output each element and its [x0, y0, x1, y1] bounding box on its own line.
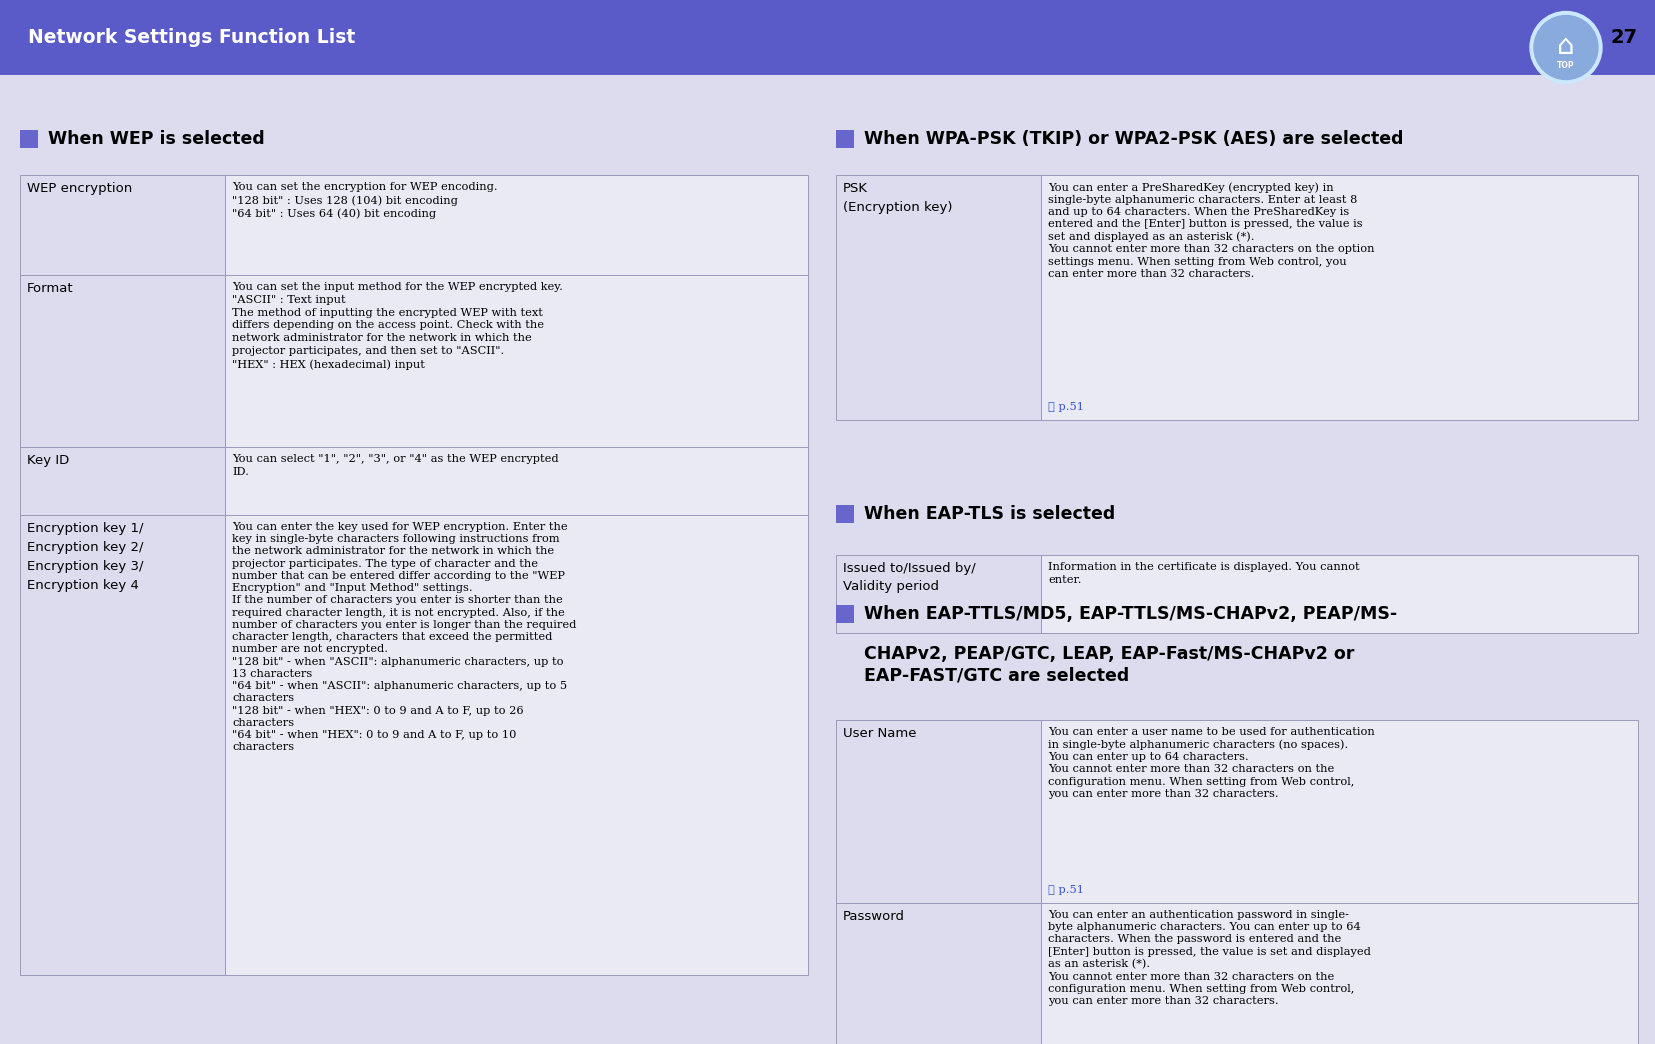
Text: Password: Password: [842, 910, 904, 923]
FancyBboxPatch shape: [1041, 903, 1637, 1044]
Text: You can enter an authentication password in single-
byte alphanumeric characters: You can enter an authentication password…: [1048, 910, 1370, 1006]
Text: When EAP-TTLS/MD5, EAP-TTLS/MS-CHAPv2, PEAP/MS-: When EAP-TTLS/MD5, EAP-TTLS/MS-CHAPv2, P…: [864, 606, 1397, 623]
FancyBboxPatch shape: [836, 555, 1041, 633]
Text: EAP-FAST/GTC are selected: EAP-FAST/GTC are selected: [864, 667, 1129, 685]
Text: TOP: TOP: [1556, 61, 1574, 70]
FancyBboxPatch shape: [836, 130, 854, 148]
Text: PSK
(Encryption key): PSK (Encryption key): [842, 182, 952, 214]
FancyBboxPatch shape: [225, 447, 808, 515]
Text: You can select "1", "2", "3", or "4" as the WEP encrypted
ID.: You can select "1", "2", "3", or "4" as …: [232, 454, 558, 477]
Text: You can enter a PreSharedKey (encrypted key) in
single-byte alphanumeric charact: You can enter a PreSharedKey (encrypted …: [1048, 182, 1374, 279]
Text: You can enter a user name to be used for authentication
in single-byte alphanume: You can enter a user name to be used for…: [1048, 727, 1374, 799]
FancyBboxPatch shape: [1041, 175, 1637, 420]
Text: ➤ p.51: ➤ p.51: [1048, 402, 1084, 412]
FancyBboxPatch shape: [20, 515, 225, 975]
FancyBboxPatch shape: [225, 515, 808, 975]
Text: Encryption key 1/
Encryption key 2/
Encryption key 3/
Encryption key 4: Encryption key 1/ Encryption key 2/ Encr…: [26, 522, 144, 592]
FancyBboxPatch shape: [20, 275, 225, 447]
FancyBboxPatch shape: [0, 0, 1655, 75]
Text: Issued to/Issued by/
Validity period: Issued to/Issued by/ Validity period: [842, 562, 975, 593]
FancyBboxPatch shape: [836, 720, 1041, 903]
Text: ➤ p.51: ➤ p.51: [1048, 885, 1084, 895]
Text: Network Settings Function List: Network Settings Function List: [28, 28, 356, 47]
Circle shape: [1533, 16, 1597, 79]
Text: CHAPv2, PEAP/GTC, LEAP, EAP-Fast/MS-CHAPv2 or: CHAPv2, PEAP/GTC, LEAP, EAP-Fast/MS-CHAP…: [864, 645, 1354, 663]
FancyBboxPatch shape: [225, 275, 808, 447]
FancyBboxPatch shape: [836, 175, 1041, 420]
FancyBboxPatch shape: [225, 175, 808, 275]
Text: ⌂: ⌂: [1556, 31, 1574, 60]
Text: WEP encryption: WEP encryption: [26, 182, 132, 195]
Text: Format: Format: [26, 282, 73, 295]
Text: When WEP is selected: When WEP is selected: [48, 130, 265, 148]
Text: You can set the encryption for WEP encoding.
"128 bit" : Uses 128 (104) bit enco: You can set the encryption for WEP encod…: [232, 182, 496, 219]
Text: User Name: User Name: [842, 727, 915, 740]
Text: 27: 27: [1610, 28, 1637, 47]
Text: You can enter the key used for WEP encryption. Enter the
key in single-byte char: You can enter the key used for WEP encry…: [232, 522, 576, 753]
FancyBboxPatch shape: [836, 606, 854, 623]
FancyBboxPatch shape: [1041, 555, 1637, 633]
Circle shape: [1529, 11, 1600, 84]
Text: When EAP-TLS is selected: When EAP-TLS is selected: [864, 505, 1114, 523]
FancyBboxPatch shape: [1041, 720, 1637, 903]
FancyBboxPatch shape: [20, 447, 225, 515]
FancyBboxPatch shape: [836, 505, 854, 523]
Text: Information in the certificate is displayed. You cannot
enter.: Information in the certificate is displa…: [1048, 562, 1359, 585]
Text: You can set the input method for the WEP encrypted key.
"ASCII" : Text input
The: You can set the input method for the WEP…: [232, 282, 563, 370]
Text: Key ID: Key ID: [26, 454, 70, 467]
FancyBboxPatch shape: [20, 175, 225, 275]
Text: When WPA-PSK (TKIP) or WPA2-PSK (AES) are selected: When WPA-PSK (TKIP) or WPA2-PSK (AES) ar…: [864, 130, 1403, 148]
FancyBboxPatch shape: [836, 903, 1041, 1044]
FancyBboxPatch shape: [20, 130, 38, 148]
